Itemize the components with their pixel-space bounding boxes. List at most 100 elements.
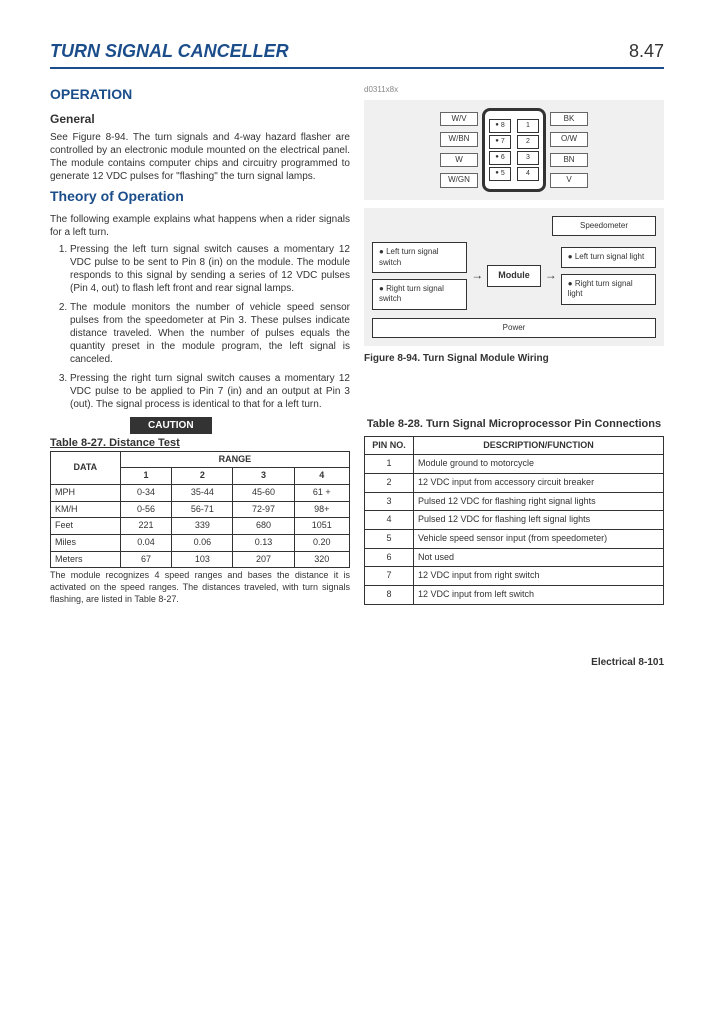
pin-connections-table: PIN NO. DESCRIPTION/FUNCTION 1Module gro…: [364, 436, 664, 605]
col-header: 4: [294, 468, 349, 485]
pin: 4: [517, 167, 539, 181]
left-light-box: ● Left turn signal light: [561, 247, 656, 267]
left-wire-labels: W/V W/BN W W/GN: [440, 112, 478, 188]
pin: 5: [489, 167, 511, 181]
power-box: Power: [372, 318, 656, 338]
table-row: 812 VDC input from left switch: [365, 586, 664, 605]
wire-label: W: [440, 153, 478, 167]
pin-number: 3: [365, 492, 414, 511]
table-row: Meters67103207320: [51, 551, 350, 568]
table-row: 3Pulsed 12 VDC for flashing right signal…: [365, 492, 664, 511]
cell: 0.06: [172, 535, 233, 552]
module-box: Module: [487, 265, 541, 287]
pin-description: 12 VDC input from right switch: [414, 567, 664, 586]
theory-intro: The following example explains what happ…: [50, 213, 350, 239]
table-row: MPH0-3435-4445-6061 +: [51, 485, 350, 502]
pin-number: 6: [365, 548, 414, 567]
pin-header: PIN NO.: [365, 436, 414, 455]
desc-header: DESCRIPTION/FUNCTION: [414, 436, 664, 455]
cell: 67: [120, 551, 172, 568]
page-footer: Electrical 8-101: [50, 656, 664, 669]
pin-number: 1: [365, 455, 414, 474]
table-row: Feet2213396801051: [51, 518, 350, 535]
cell: 320: [294, 551, 349, 568]
cell: 98+: [294, 501, 349, 518]
table-row: 712 VDC input from right switch: [365, 567, 664, 586]
table-row: 1Module ground to motorcycle: [365, 455, 664, 474]
row-label: Feet: [51, 518, 121, 535]
cell: 680: [233, 518, 294, 535]
theory-item: The module monitors the number of vehicl…: [70, 301, 350, 366]
right-wire-labels: BK O/W BN V: [550, 112, 588, 188]
pin-description: 12 VDC input from accessory circuit brea…: [414, 474, 664, 493]
pin-number: 7: [365, 567, 414, 586]
table-row: Miles0.040.060.130.20: [51, 535, 350, 552]
theory-item: Pressing the right turn signal switch ca…: [70, 372, 350, 411]
table27-title: Table 8-27. Distance Test: [50, 436, 350, 450]
table27-container: CAUTION Table 8-27. Distance Test DATA R…: [50, 417, 350, 605]
table28-title: Table 8-28. Turn Signal Microprocessor P…: [364, 417, 664, 431]
pin-description: Pulsed 12 VDC for flashing left signal l…: [414, 511, 664, 530]
cell: 35-44: [172, 485, 233, 502]
table-row: KM/H0-5656-7172-9798+: [51, 501, 350, 518]
row-label: MPH: [51, 485, 121, 502]
row-label: KM/H: [51, 501, 121, 518]
row-label: Meters: [51, 551, 121, 568]
cell: 0.04: [120, 535, 172, 552]
pin: 6: [489, 151, 511, 165]
pin: 8: [489, 119, 511, 133]
row-label: Miles: [51, 535, 121, 552]
content-columns: OPERATION General See Figure 8-94. The t…: [50, 85, 664, 417]
data-header: DATA: [51, 451, 121, 484]
cell: 45-60: [233, 485, 294, 502]
pin: 3: [517, 151, 539, 165]
cell: 1051: [294, 518, 349, 535]
distance-test-table: DATA RANGE 1 2 3 4 MPH0-3435-4445-6061 +…: [50, 451, 350, 569]
caution-label: CAUTION: [130, 417, 212, 434]
left-switch-box: ● Left turn signal switch: [372, 242, 467, 273]
wire-label: W/V: [440, 112, 478, 126]
block-diagram: Speedometer ● Left turn signal switch ● …: [364, 208, 664, 346]
theory-item: Pressing the left turn signal switch cau…: [70, 243, 350, 295]
wire-label: O/W: [550, 132, 588, 146]
table-row: 6Not used: [365, 548, 664, 567]
wire-label: V: [550, 173, 588, 187]
cell: 0-34: [120, 485, 172, 502]
table-row: 4Pulsed 12 VDC for flashing left signal …: [365, 511, 664, 530]
col-header: 2: [172, 468, 233, 485]
wire-label: W/GN: [440, 173, 478, 187]
cell: 56-71: [172, 501, 233, 518]
cell: 103: [172, 551, 233, 568]
pin-number: 4: [365, 511, 414, 530]
wire-label: BK: [550, 112, 588, 126]
pin-description: Pulsed 12 VDC for flashing right signal …: [414, 492, 664, 511]
figure-caption: Figure 8-94. Turn Signal Module Wiring: [364, 352, 664, 365]
cell: 207: [233, 551, 294, 568]
connector-plug: 81 72 63 54: [482, 108, 546, 192]
table-row: 212 VDC input from accessory circuit bre…: [365, 474, 664, 493]
right-column: d0311x8x W/V W/BN W W/GN 81 72 63 54 BK …: [364, 85, 664, 417]
section-number: 8.47: [629, 40, 664, 63]
pin-number: 2: [365, 474, 414, 493]
tables-row: CAUTION Table 8-27. Distance Test DATA R…: [50, 417, 664, 605]
range-header: RANGE: [120, 451, 349, 468]
general-text: See Figure 8-94. The turn signals and 4-…: [50, 131, 350, 183]
cell: 339: [172, 518, 233, 535]
cell: 0.13: [233, 535, 294, 552]
cell: 0-56: [120, 501, 172, 518]
table-row: 5Vehicle speed sensor input (from speedo…: [365, 530, 664, 549]
pin-description: Not used: [414, 548, 664, 567]
theory-list: Pressing the left turn signal switch cau…: [50, 243, 350, 411]
pin: 1: [517, 119, 539, 133]
pin: 7: [489, 135, 511, 149]
pin-number: 5: [365, 530, 414, 549]
col-header: 3: [233, 468, 294, 485]
page-header: TURN SIGNAL CANCELLER 8.47: [50, 40, 664, 69]
cell: 72-97: [233, 501, 294, 518]
wire-label: BN: [550, 153, 588, 167]
page-title: TURN SIGNAL CANCELLER: [50, 40, 289, 63]
theory-heading: Theory of Operation: [50, 187, 350, 205]
table28-container: Table 8-28. Turn Signal Microprocessor P…: [364, 417, 664, 605]
left-column: OPERATION General See Figure 8-94. The t…: [50, 85, 350, 417]
speedometer-box: Speedometer: [552, 216, 656, 236]
